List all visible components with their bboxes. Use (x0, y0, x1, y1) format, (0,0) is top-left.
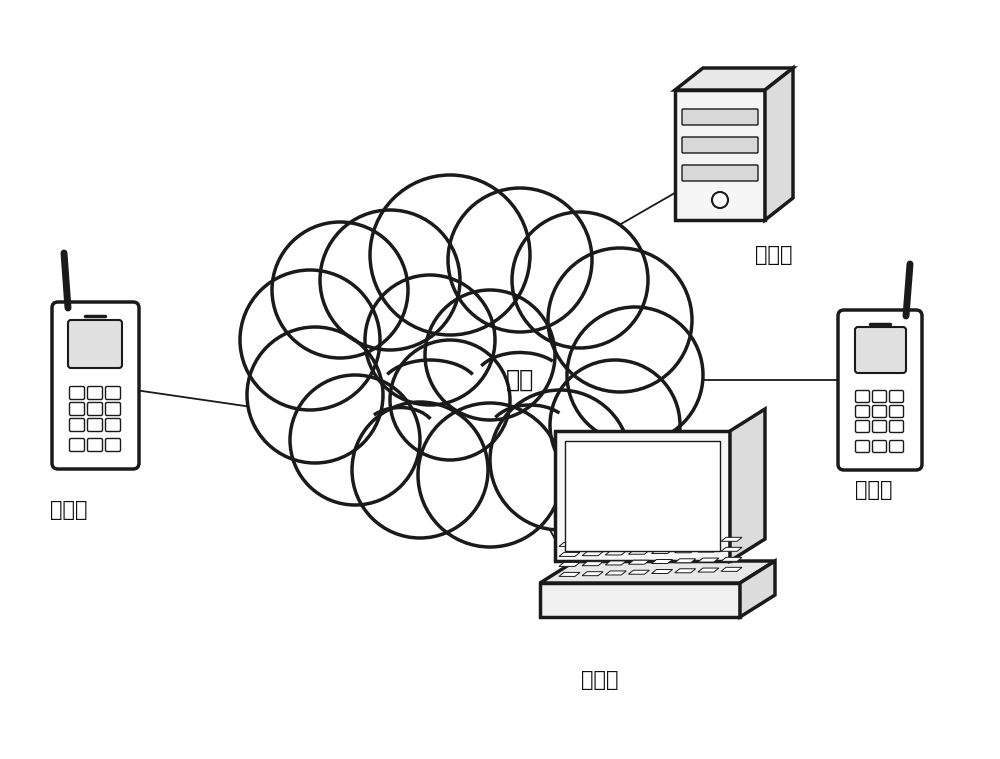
Polygon shape (559, 543, 580, 546)
Circle shape (567, 307, 703, 443)
Polygon shape (721, 537, 742, 541)
Polygon shape (565, 441, 720, 551)
Text: 接收端: 接收端 (755, 245, 792, 265)
FancyBboxPatch shape (856, 390, 870, 402)
FancyBboxPatch shape (88, 386, 103, 399)
Polygon shape (540, 583, 740, 617)
FancyBboxPatch shape (106, 402, 120, 415)
FancyBboxPatch shape (70, 418, 84, 432)
Polygon shape (675, 68, 793, 90)
Polygon shape (652, 550, 673, 553)
Polygon shape (730, 409, 765, 561)
Polygon shape (698, 558, 719, 562)
Circle shape (272, 222, 408, 358)
Circle shape (712, 192, 728, 208)
FancyBboxPatch shape (838, 310, 922, 470)
Circle shape (352, 402, 488, 538)
Polygon shape (582, 562, 603, 565)
Polygon shape (698, 568, 719, 572)
Circle shape (365, 275, 495, 405)
Circle shape (448, 188, 592, 332)
Polygon shape (628, 540, 649, 544)
FancyBboxPatch shape (70, 386, 84, 399)
Polygon shape (675, 539, 696, 543)
Polygon shape (605, 541, 626, 545)
Polygon shape (605, 561, 626, 565)
FancyBboxPatch shape (856, 405, 870, 417)
Polygon shape (652, 540, 673, 543)
Circle shape (490, 390, 630, 530)
Polygon shape (675, 559, 696, 562)
Polygon shape (605, 571, 626, 575)
FancyBboxPatch shape (52, 302, 139, 469)
Polygon shape (559, 553, 580, 556)
FancyBboxPatch shape (68, 320, 122, 368)
FancyBboxPatch shape (88, 402, 103, 415)
Polygon shape (698, 538, 719, 542)
Polygon shape (675, 549, 696, 553)
Polygon shape (740, 561, 775, 617)
Polygon shape (765, 68, 793, 220)
Polygon shape (721, 567, 742, 572)
FancyBboxPatch shape (890, 420, 904, 433)
FancyBboxPatch shape (856, 440, 870, 452)
FancyBboxPatch shape (682, 165, 758, 181)
Polygon shape (721, 547, 742, 551)
FancyBboxPatch shape (856, 420, 870, 433)
Circle shape (290, 375, 420, 505)
FancyBboxPatch shape (872, 390, 887, 402)
Polygon shape (582, 552, 603, 556)
FancyBboxPatch shape (890, 405, 904, 417)
Polygon shape (559, 572, 580, 576)
Circle shape (425, 290, 555, 420)
Circle shape (548, 248, 692, 392)
Text: 网络: 网络 (506, 367, 534, 392)
Polygon shape (582, 572, 603, 575)
Circle shape (240, 270, 380, 410)
Polygon shape (628, 550, 649, 554)
FancyBboxPatch shape (106, 386, 120, 399)
Polygon shape (555, 431, 730, 561)
FancyBboxPatch shape (682, 109, 758, 125)
FancyBboxPatch shape (872, 405, 887, 417)
FancyBboxPatch shape (872, 440, 887, 452)
FancyBboxPatch shape (855, 327, 906, 373)
Polygon shape (559, 562, 580, 566)
FancyBboxPatch shape (675, 90, 765, 220)
Polygon shape (698, 548, 719, 552)
Circle shape (247, 327, 383, 463)
FancyBboxPatch shape (872, 420, 887, 433)
Circle shape (370, 175, 530, 335)
Polygon shape (721, 557, 742, 562)
FancyBboxPatch shape (88, 418, 103, 432)
FancyBboxPatch shape (890, 390, 904, 402)
Polygon shape (652, 569, 673, 574)
FancyBboxPatch shape (890, 440, 904, 452)
Polygon shape (605, 551, 626, 555)
Polygon shape (540, 561, 775, 583)
Text: 接收端: 接收端 (581, 670, 619, 690)
FancyBboxPatch shape (70, 402, 84, 415)
FancyBboxPatch shape (682, 137, 758, 153)
Polygon shape (675, 568, 696, 573)
Circle shape (418, 403, 562, 547)
FancyBboxPatch shape (106, 418, 120, 432)
FancyBboxPatch shape (106, 439, 120, 452)
FancyBboxPatch shape (70, 439, 84, 452)
Circle shape (390, 340, 510, 460)
Circle shape (320, 210, 460, 350)
Polygon shape (652, 559, 673, 563)
FancyBboxPatch shape (88, 439, 103, 452)
Circle shape (550, 360, 680, 490)
Circle shape (512, 212, 648, 348)
Text: 接收端: 接收端 (855, 480, 893, 500)
Polygon shape (628, 570, 649, 575)
Polygon shape (628, 560, 649, 564)
Polygon shape (582, 542, 603, 546)
Text: 发送端: 发送端 (50, 500, 88, 520)
